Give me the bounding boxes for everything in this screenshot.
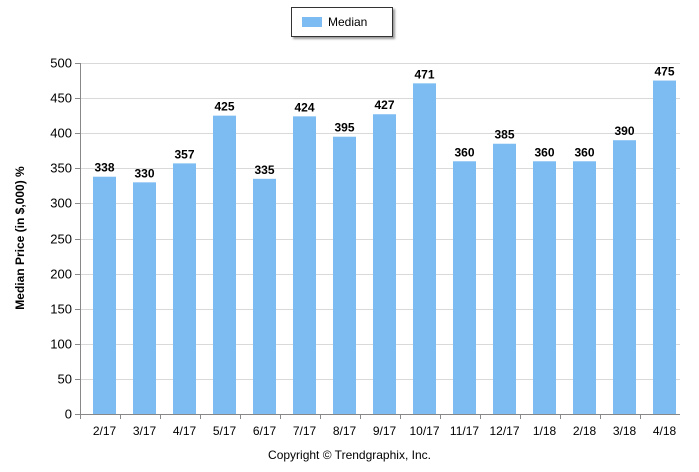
- bar: [533, 161, 556, 414]
- data-label: 395: [334, 121, 354, 135]
- bar: [453, 161, 476, 414]
- axes: [75, 63, 680, 419]
- data-label: 357: [174, 147, 194, 161]
- data-label: 390: [614, 124, 634, 138]
- y-tick-label: 150: [50, 302, 72, 317]
- bar: [373, 114, 396, 414]
- bar: [573, 161, 596, 414]
- data-label: 424: [294, 100, 314, 114]
- x-tick-label: 3/18: [613, 424, 637, 438]
- x-tick-label: 9/17: [373, 424, 397, 438]
- x-tick-label: 4/17: [173, 424, 197, 438]
- legend: Median: [291, 7, 393, 37]
- x-tick-label: 1/18: [533, 424, 557, 438]
- y-tick-label: 250: [50, 232, 72, 247]
- data-label: 360: [454, 145, 474, 159]
- data-label: 471: [414, 67, 434, 81]
- x-tick-label: 10/17: [409, 424, 439, 438]
- data-label: 385: [494, 128, 514, 142]
- data-label: 338: [94, 161, 114, 175]
- y-tick-label: 0: [65, 407, 72, 422]
- y-tick-label: 100: [50, 337, 72, 352]
- copyright-text: Copyright © Trendgraphix, Inc.: [268, 448, 431, 462]
- bar: [133, 182, 156, 414]
- y-tick-label: 200: [50, 267, 72, 282]
- x-tick-label: 2/17: [93, 424, 117, 438]
- x-tick-label: 2/18: [573, 424, 597, 438]
- bar: [333, 136, 356, 414]
- bar: [493, 143, 516, 415]
- bar: [253, 178, 276, 414]
- y-axis-label: Median Price (in $,000) %: [13, 166, 27, 310]
- x-tick-labels: 2/17 3/17 4/17 5/17 6/17 7/17 8/17 9/17 10/17 11/…: [93, 424, 677, 438]
- x-tick-label: 7/17: [293, 424, 317, 438]
- bar: [653, 80, 676, 415]
- x-tick-label: 5/17: [213, 424, 237, 438]
- data-label: 330: [134, 166, 154, 180]
- x-tick-label: 12/17: [489, 424, 519, 438]
- data-label: 360: [574, 145, 594, 159]
- x-tick-label: 4/18: [653, 424, 677, 438]
- bar: [413, 83, 436, 414]
- x-tick-label: 11/17: [450, 424, 479, 438]
- y-tick-labels: 0 50 100 150 200 250 300 350 400 450 500: [50, 56, 72, 422]
- bars: [93, 80, 676, 415]
- x-tick-label: 3/17: [133, 424, 157, 438]
- y-tick-label: 400: [50, 126, 72, 141]
- y-tick-label: 450: [50, 91, 72, 106]
- data-label: 427: [374, 98, 394, 112]
- data-label: 360: [534, 145, 554, 159]
- bar: [613, 140, 636, 414]
- data-labels: 338 330 357 425 335 424 395 427 471 360 385 360 360 3…: [94, 65, 674, 181]
- bar: [93, 176, 116, 414]
- x-tick-label: 6/17: [253, 424, 277, 438]
- bar: [173, 163, 196, 414]
- legend-label: Median: [328, 15, 368, 29]
- legend-swatch: [302, 17, 322, 27]
- data-label: 335: [254, 163, 274, 177]
- y-tick-label: 50: [58, 372, 72, 387]
- bar: [293, 116, 316, 415]
- y-tick-label: 300: [50, 196, 72, 211]
- data-label: 425: [214, 100, 234, 114]
- bar: [213, 115, 236, 415]
- y-tick-label: 500: [50, 56, 72, 71]
- data-label: 475: [654, 65, 674, 79]
- y-tick-label: 350: [50, 161, 72, 176]
- x-tick-label: 8/17: [333, 424, 357, 438]
